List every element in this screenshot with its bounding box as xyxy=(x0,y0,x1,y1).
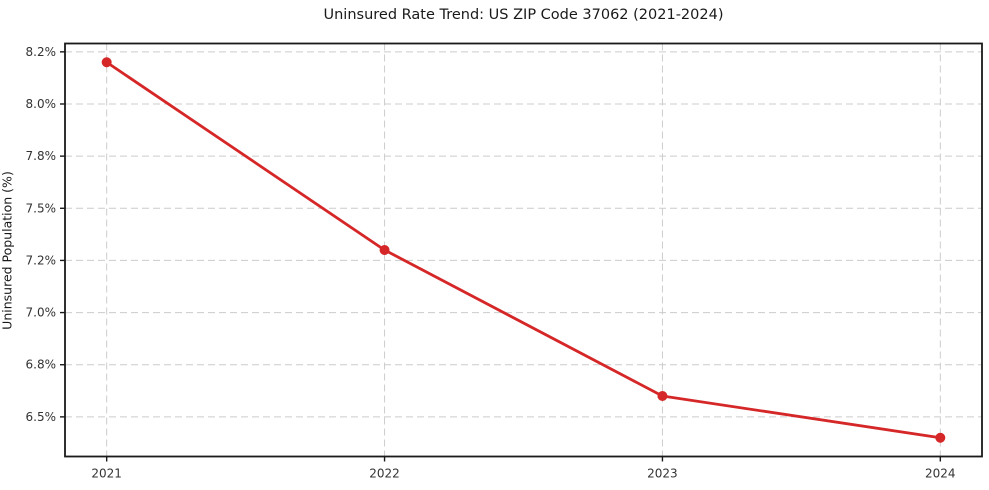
data-point-marker xyxy=(935,432,946,443)
y-tick-label: 8.0% xyxy=(26,97,57,111)
data-point-marker xyxy=(101,57,112,68)
y-axis-label: Uninsured Population (%) xyxy=(0,171,15,330)
x-tick-label: 2024 xyxy=(925,467,956,481)
y-tick-label: 7.2% xyxy=(26,253,57,267)
y-tick-label: 7.0% xyxy=(26,306,57,320)
y-tick-label: 7.8% xyxy=(26,149,57,163)
chart-title: Uninsured Rate Trend: US ZIP Code 37062 … xyxy=(323,7,724,23)
y-tick-label: 6.8% xyxy=(26,358,57,372)
x-tick-label: 2022 xyxy=(369,467,400,481)
x-tick-label: 2023 xyxy=(647,467,678,481)
plot-frame xyxy=(64,42,983,458)
y-tick-label: 8.2% xyxy=(26,45,57,59)
x-tick-label: 2021 xyxy=(91,467,122,481)
data-point-marker xyxy=(657,391,668,402)
trend-line xyxy=(105,60,942,440)
y-tick-label: 7.5% xyxy=(26,201,57,215)
y-tick-label: 6.5% xyxy=(26,410,57,424)
data-point-marker xyxy=(379,245,390,255)
